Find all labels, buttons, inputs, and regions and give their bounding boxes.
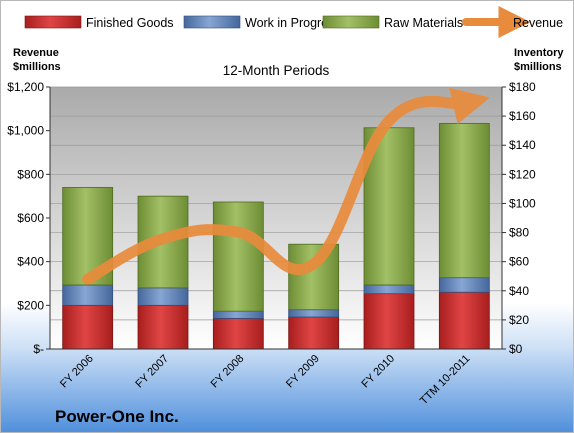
right-axis-title-line1: Inventory — [514, 47, 564, 59]
right-axis-title-line2: $millions — [514, 61, 562, 73]
right-axis-ticks: $0 $20 $40 $60 $80 $100 $120 $140 $160 $180 — [502, 80, 536, 356]
legend-swatch-raw-materials — [322, 15, 380, 29]
chart-title: 12-Month Periods — [223, 63, 330, 78]
company-name: Power-One Inc. — [55, 407, 179, 426]
legend-item-revenue: Revenue — [462, 6, 563, 38]
bar-work-in-progress — [288, 309, 340, 318]
legend-item-raw-materials: Raw Materials — [322, 15, 463, 30]
legend-swatch-work-in-progress — [183, 15, 241, 29]
bar-finished-goods — [137, 304, 189, 350]
left-tick-label: $1,200 — [7, 80, 44, 94]
bar-raw-materials — [438, 122, 490, 279]
bar-work-in-progress — [212, 310, 264, 319]
left-tick-label: $400 — [17, 255, 44, 269]
right-tick-label: $20 — [509, 313, 529, 327]
legend-label-work-in-progress: Work in Progress — [245, 16, 341, 30]
right-tick-label: $80 — [509, 226, 529, 240]
left-axis-ticks: $- $200 $400 $600 $800 $1,000 $1,200 — [7, 80, 50, 356]
right-tick-label: $100 — [509, 196, 536, 210]
bar-finished-goods — [288, 316, 340, 350]
left-tick-label: $800 — [17, 167, 44, 181]
right-tick-label: $60 — [509, 255, 529, 269]
bar-finished-goods — [438, 291, 490, 350]
left-axis-title-line2: $millions — [13, 61, 61, 73]
left-axis-title-line1: Revenue — [13, 47, 59, 59]
right-tick-label: $40 — [509, 284, 529, 298]
plot-area — [50, 87, 502, 349]
right-tick-label: $160 — [509, 109, 536, 123]
legend-label-raw-materials: Raw Materials — [384, 16, 463, 30]
bar-work-in-progress — [137, 287, 189, 306]
legend-swatch-finished-goods — [24, 15, 82, 29]
legend-item-finished-goods: Finished Goods — [24, 15, 174, 30]
bar-raw-materials — [288, 243, 340, 311]
bar-finished-goods — [212, 318, 264, 350]
bar-work-in-progress — [438, 277, 490, 293]
revenue-line-path — [82, 87, 490, 285]
legend-label-revenue: Revenue — [513, 16, 563, 30]
legend-label-finished-goods: Finished Goods — [86, 16, 174, 30]
bar-finished-goods — [363, 293, 415, 350]
left-tick-label: $1,000 — [7, 124, 44, 138]
bar-work-in-progress — [62, 284, 114, 306]
bar-raw-materials — [212, 201, 264, 312]
legend: Finished Goods Work in Progress Raw Mate… — [24, 6, 563, 38]
left-tick-label: $200 — [17, 298, 44, 312]
left-tick-label: $- — [33, 342, 44, 356]
left-tick-label: $600 — [17, 211, 44, 225]
right-tick-label: $180 — [509, 80, 536, 94]
right-tick-label: $140 — [509, 138, 536, 152]
bar-work-in-progress — [363, 284, 415, 295]
revenue-line — [82, 87, 490, 285]
right-tick-label: $0 — [509, 342, 523, 356]
right-tick-label: $120 — [509, 167, 536, 181]
bar-finished-goods — [62, 304, 114, 350]
legend-item-work-in-progress: Work in Progress — [183, 15, 341, 30]
